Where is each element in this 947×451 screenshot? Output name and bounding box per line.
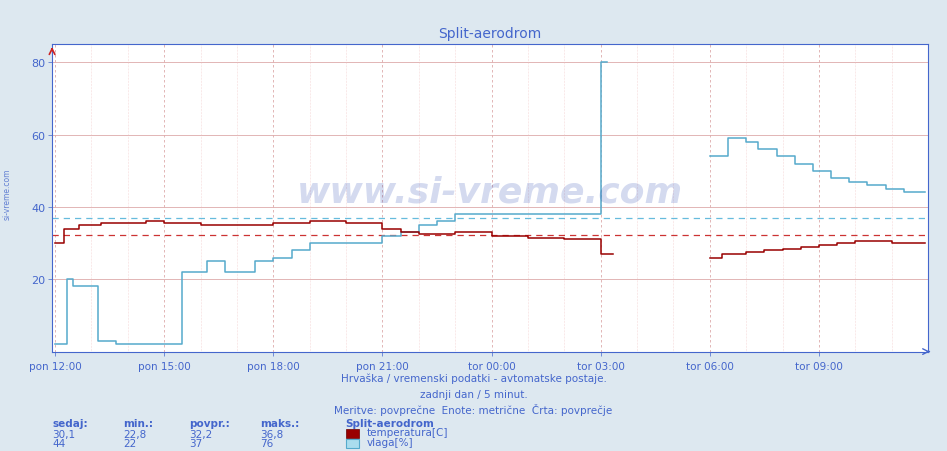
- Text: 76: 76: [260, 438, 274, 448]
- Text: temperatura[C]: temperatura[C]: [366, 427, 448, 437]
- Text: Meritve: povprečne  Enote: metrične  Črta: povprečje: Meritve: povprečne Enote: metrične Črta:…: [334, 403, 613, 414]
- Text: zadnji dan / 5 minut.: zadnji dan / 5 minut.: [420, 389, 527, 399]
- Text: vlaga[%]: vlaga[%]: [366, 437, 413, 446]
- Text: Hrvaška / vremenski podatki - avtomatske postaje.: Hrvaška / vremenski podatki - avtomatske…: [341, 373, 606, 383]
- Text: 44: 44: [52, 438, 65, 448]
- Text: 30,1: 30,1: [52, 428, 75, 438]
- Text: Split-aerodrom: Split-aerodrom: [346, 418, 435, 428]
- Text: maks.:: maks.:: [260, 418, 299, 428]
- Text: si-vreme.com: si-vreme.com: [3, 168, 12, 220]
- Text: min.:: min.:: [123, 418, 153, 428]
- Text: 22: 22: [123, 438, 136, 448]
- Text: 37: 37: [189, 438, 203, 448]
- Text: 36,8: 36,8: [260, 428, 284, 438]
- Text: www.si-vreme.com: www.si-vreme.com: [297, 175, 683, 209]
- Text: sedaj:: sedaj:: [52, 418, 88, 428]
- Text: 22,8: 22,8: [123, 428, 147, 438]
- Text: povpr.:: povpr.:: [189, 418, 230, 428]
- Title: Split-aerodrom: Split-aerodrom: [438, 27, 542, 41]
- Text: 32,2: 32,2: [189, 428, 213, 438]
